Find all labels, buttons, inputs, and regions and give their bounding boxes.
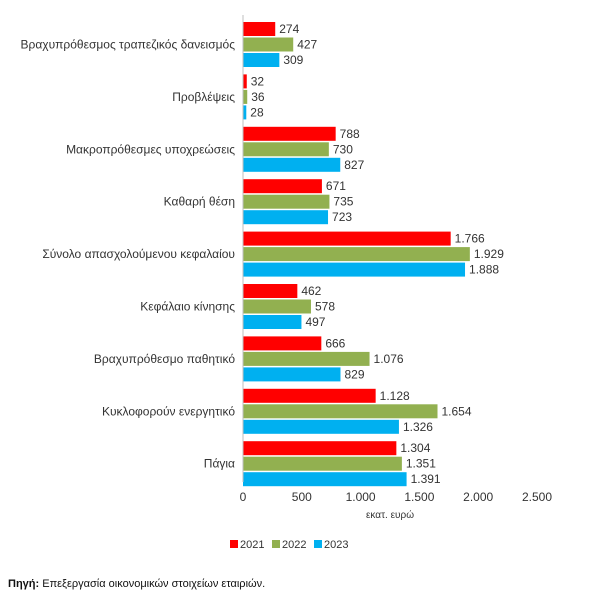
data-label: 32 [251, 74, 265, 88]
data-label: 28 [250, 105, 264, 119]
bar-2023 [243, 53, 280, 67]
category-label: Σύνολο απασχολούμενου κεφαλαίου [42, 247, 235, 261]
bar-2021 [243, 74, 247, 89]
data-label: 730 [333, 142, 353, 156]
category-label: Προβλέψεις [172, 90, 235, 104]
data-label: 427 [297, 38, 317, 52]
data-label: 1.326 [403, 420, 433, 434]
data-label: 1.351 [406, 457, 436, 471]
category-label: Μακροπρόθεσμες υποχρεώσεις [66, 142, 235, 156]
category-label: Βραχυπρόθεσμο παθητικό [94, 352, 235, 366]
data-label: 578 [315, 300, 335, 314]
bar-2022 [243, 247, 470, 262]
bar-2022 [243, 404, 438, 419]
x-tick-label: 2.500 [522, 490, 552, 504]
data-label: 1.076 [374, 352, 404, 366]
bar-2021 [243, 388, 376, 403]
bar-chart: Βραχυπρόθεσμος τραπεζικός δανεισμός Προβλ… [21, 15, 552, 551]
bar-2023 [243, 210, 329, 225]
data-label: 462 [301, 284, 321, 298]
legend-swatch-2023 [314, 540, 322, 548]
x-tick-label: 2.000 [463, 490, 493, 504]
legend-label-2022: 2022 [282, 539, 306, 551]
bar-2023 [243, 367, 341, 382]
bar-2023 [243, 419, 399, 434]
bar-2023 [243, 105, 247, 120]
data-label: 1.304 [400, 441, 430, 455]
bar-2022 [243, 351, 370, 366]
data-label: 666 [325, 336, 345, 350]
data-label: 1.929 [474, 247, 504, 261]
category-label: Καθαρή θέση [164, 195, 235, 209]
category-label: Πάγια [204, 457, 235, 471]
data-label: 723 [332, 210, 352, 224]
x-tick-label: 1.000 [346, 490, 376, 504]
data-label: 827 [344, 158, 364, 172]
x-tick-label: 500 [292, 490, 312, 504]
bar-2021 [243, 126, 336, 141]
bar-2022 [243, 299, 311, 314]
x-tick-label: 1.500 [404, 490, 434, 504]
data-label: 1.766 [455, 232, 485, 246]
bar-2021 [243, 22, 276, 36]
bar-2022 [243, 194, 330, 209]
data-label: 309 [283, 53, 303, 67]
bar-2022 [243, 89, 248, 104]
bar-2023 [243, 262, 466, 277]
data-label: 671 [326, 179, 346, 193]
data-label: 1.654 [442, 404, 472, 418]
data-label: 36 [251, 90, 265, 104]
data-label: 1.391 [411, 472, 441, 486]
bar-2023 [243, 472, 407, 487]
bar-2021 [243, 441, 397, 456]
data-label: 497 [305, 315, 325, 329]
data-label: 1.888 [469, 263, 499, 277]
legend-label-2023: 2023 [324, 539, 348, 551]
bar-2022 [243, 456, 402, 471]
bar-2022 [243, 37, 294, 52]
source-label: Πηγή: [8, 578, 40, 590]
legend-swatch-2021 [230, 540, 238, 548]
bar-2021 [243, 284, 298, 298]
legend-label-2021: 2021 [240, 539, 264, 551]
x-axis-label: εκατ. ευρώ [366, 509, 414, 521]
category-label: Βραχυπρόθεσμος τραπεζικός δανεισμός [21, 38, 236, 52]
bar-2023 [243, 315, 302, 329]
bar-2021 [243, 231, 451, 246]
category-label: Κυκλοφορούν ενεργητικό [102, 404, 235, 418]
source-text: Επεξεργασία οικονομικών στοιχείων εταιρι… [39, 578, 266, 590]
data-label: 274 [279, 22, 299, 36]
category-label: Κεφάλαιο κίνησης [140, 300, 235, 314]
source-note: Πηγή: Επεξεργασία οικονομικών στοιχείων … [8, 578, 265, 590]
data-label: 1.128 [380, 389, 410, 403]
x-tick-label: 0 [240, 490, 247, 504]
data-label: 735 [333, 195, 353, 209]
bar-2023 [243, 157, 341, 172]
bar-2021 [243, 179, 322, 194]
legend-swatch-2022 [272, 540, 280, 548]
data-label: 829 [344, 367, 364, 381]
bar-2022 [243, 142, 329, 157]
data-label: 788 [340, 127, 360, 141]
bar-2021 [243, 336, 322, 351]
